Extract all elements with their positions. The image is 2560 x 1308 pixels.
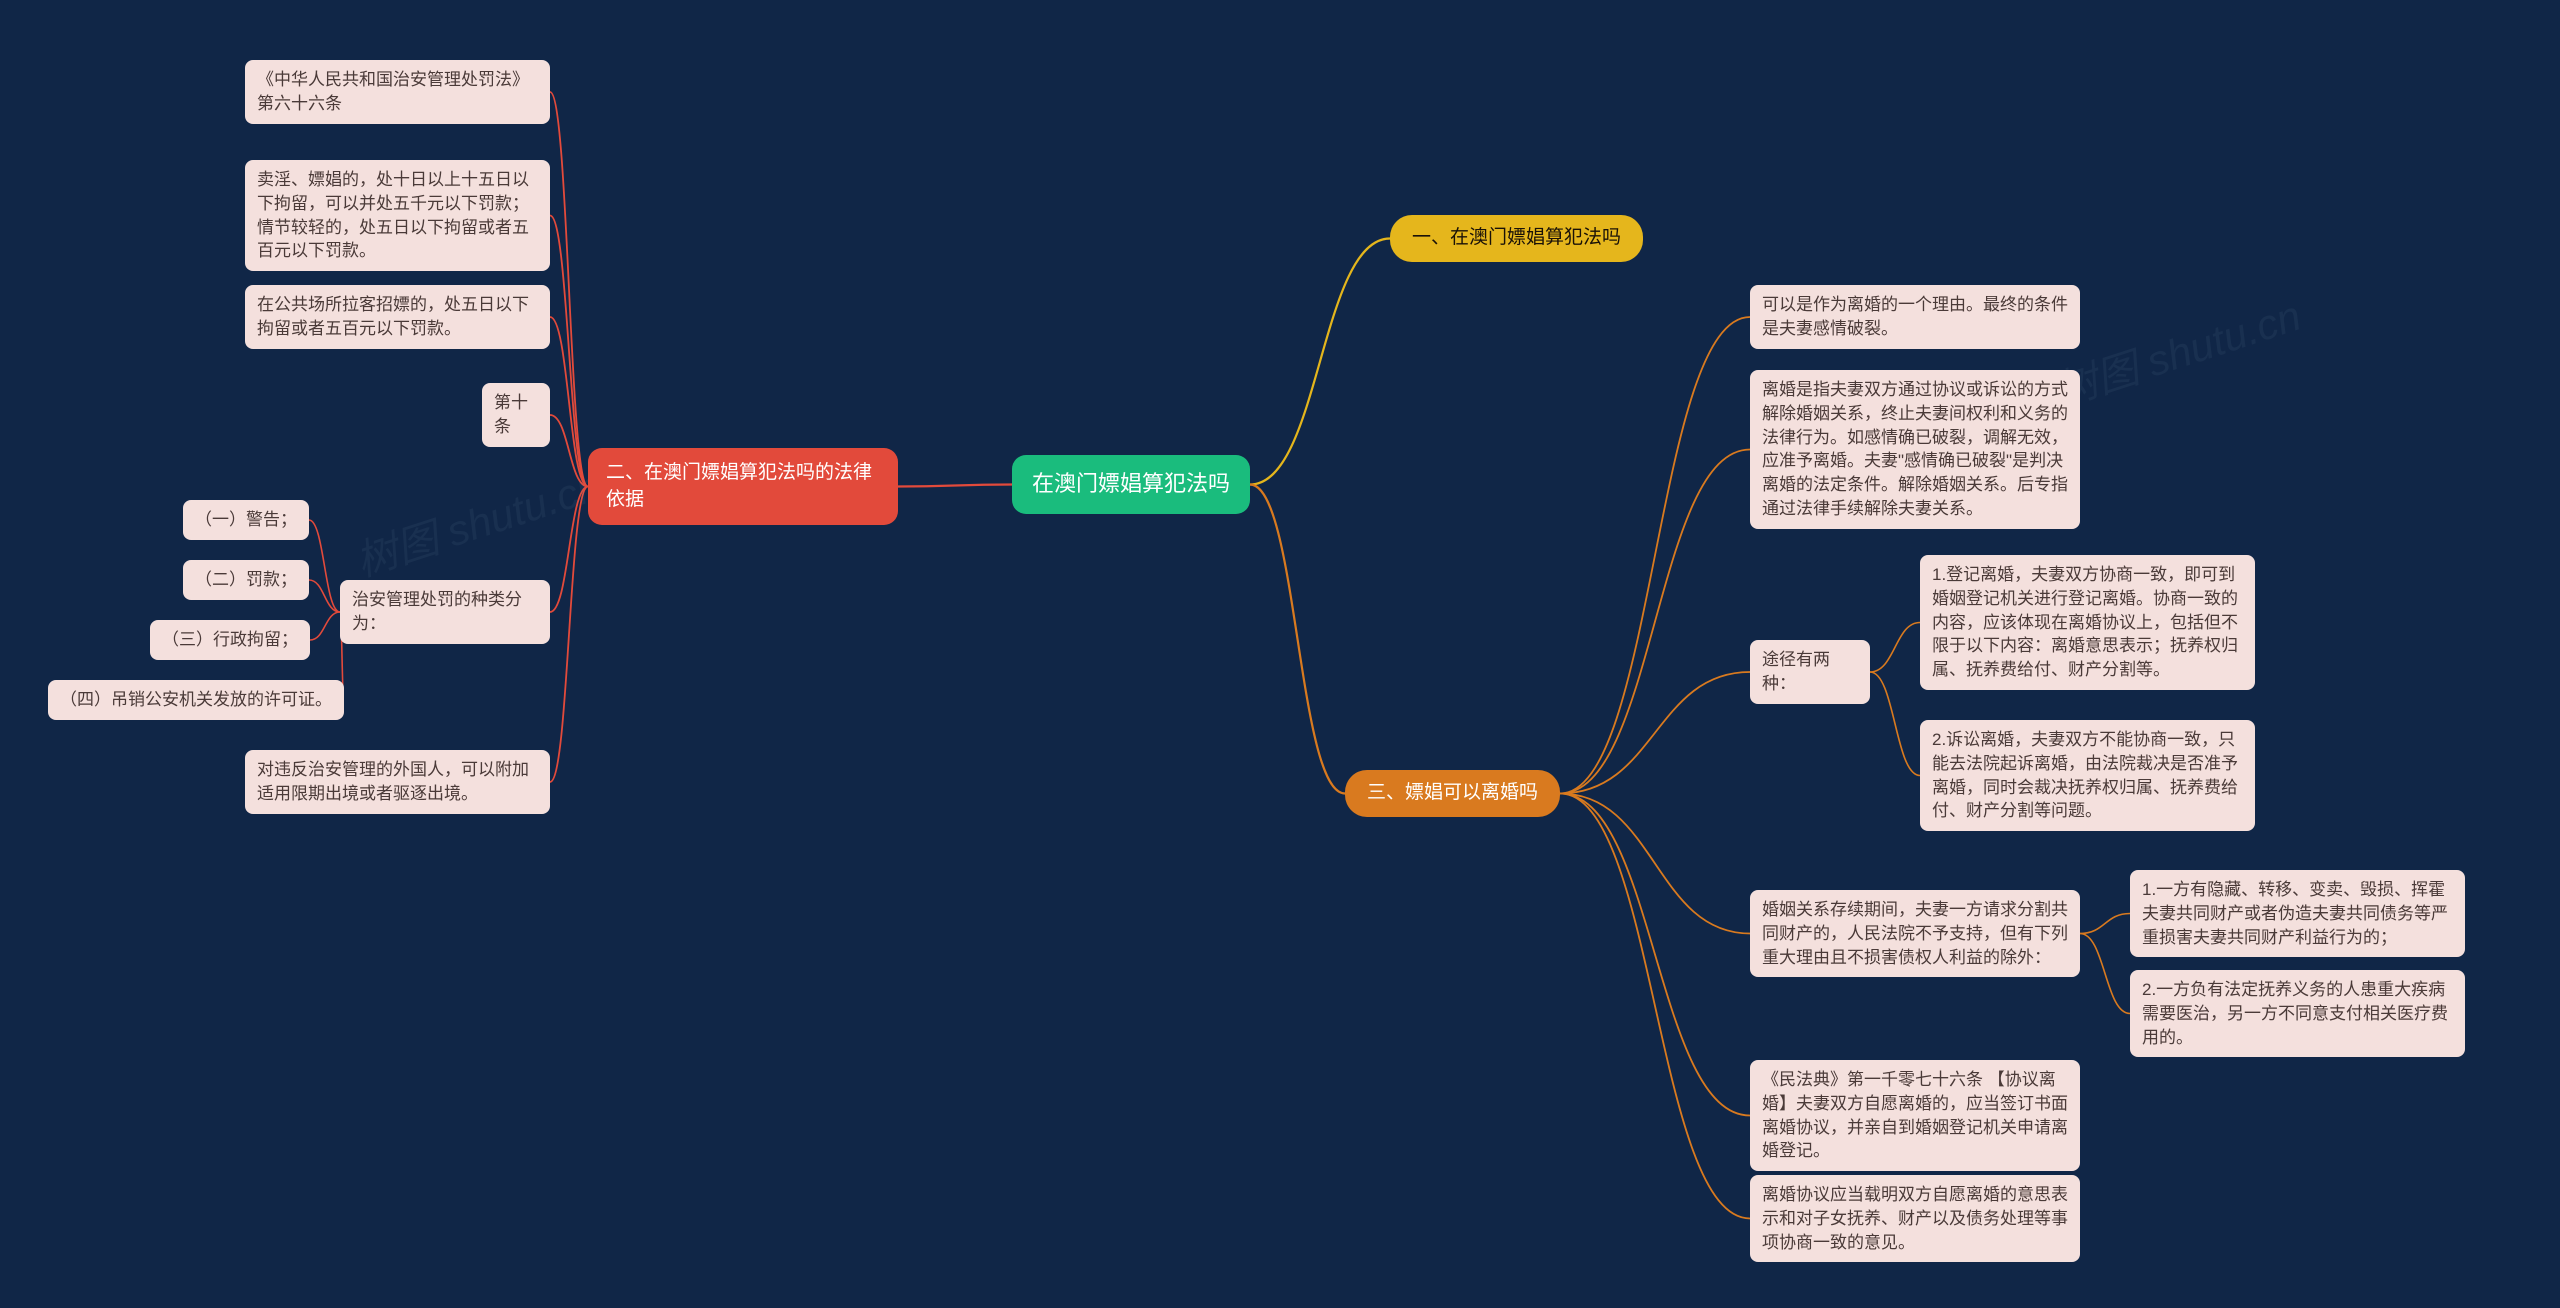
branch-3-path-1: 2.诉讼离婚，夫妻双方不能协商一致，只能去法院起诉离婚，由法院裁决是否准予离婚，…: [1920, 720, 2255, 831]
branch-1[interactable]: 一、在澳门嫖娼算犯法吗: [1390, 215, 1643, 262]
branch-2-sub-3: （四）吊销公安机关发放的许可证。: [48, 680, 344, 720]
branch-2-leaf-4: 治安管理处罚的种类分为：: [340, 580, 550, 644]
branch-2-sub-0: （一）警告；: [183, 500, 309, 540]
branch-2-leaf-3: 第十条: [482, 383, 550, 447]
branch-3-leaf-4: 《民法典》第一千零七十六条 【协议离婚】夫妻双方自愿离婚的，应当签订书面离婚协议…: [1750, 1060, 2080, 1171]
branch-2-sub-1: （二）罚款；: [183, 560, 309, 600]
branch-3-path-0: 1.登记离婚，夫妻双方协商一致，即可到婚姻登记机关进行登记离婚。协商一致的内容，…: [1920, 555, 2255, 690]
branch-2-leaf-5: 对违反治安管理的外国人，可以附加适用限期出境或者驱逐出境。: [245, 750, 550, 814]
branch-2-leaf-2: 在公共场所拉客招嫖的，处五日以下拘留或者五百元以下罚款。: [245, 285, 550, 349]
root-node[interactable]: 在澳门嫖娼算犯法吗: [1012, 455, 1250, 514]
branch-3-leaf-3: 婚姻关系存续期间，夫妻一方请求分割共同财产的，人民法院不予支持，但有下列重大理由…: [1750, 890, 2080, 977]
branch-3-leaf-1: 离婚是指夫妻双方通过协议或诉讼的方式解除婚姻关系，终止夫妻间权利和义务的法律行为…: [1750, 370, 2080, 529]
branch-2-sub-2: （三）行政拘留；: [150, 620, 310, 660]
branch-3-leaf-5: 离婚协议应当载明双方自愿离婚的意思表示和对子女抚养、财产以及债务处理等事项协商一…: [1750, 1175, 2080, 1262]
branch-3-leaf-0: 可以是作为离婚的一个理由。最终的条件是夫妻感情破裂。: [1750, 285, 2080, 349]
branch-3-prop-1: 2.一方负有法定抚养义务的人患重大疾病需要医治，另一方不同意支付相关医疗费用的。: [2130, 970, 2465, 1057]
branch-3-prop-0: 1.一方有隐藏、转移、变卖、毁损、挥霍夫妻共同财产或者伪造夫妻共同债务等严重损害…: [2130, 870, 2465, 957]
watermark: 树图 shutu.cn: [2047, 282, 2308, 419]
branch-2-leaf-1: 卖淫、嫖娼的，处十日以上十五日以下拘留，可以并处五千元以下罚款；情节较轻的，处五…: [245, 160, 550, 271]
branch-2[interactable]: 二、在澳门嫖娼算犯法吗的法律依据: [588, 448, 898, 525]
branch-2-leaf-0: 《中华人民共和国治安管理处罚法》第六十六条: [245, 60, 550, 124]
branch-3-leaf-2: 途径有两种：: [1750, 640, 1870, 704]
watermark: 树图 shutu.cn: [347, 452, 608, 589]
branch-3[interactable]: 三、嫖娼可以离婚吗: [1345, 770, 1560, 817]
